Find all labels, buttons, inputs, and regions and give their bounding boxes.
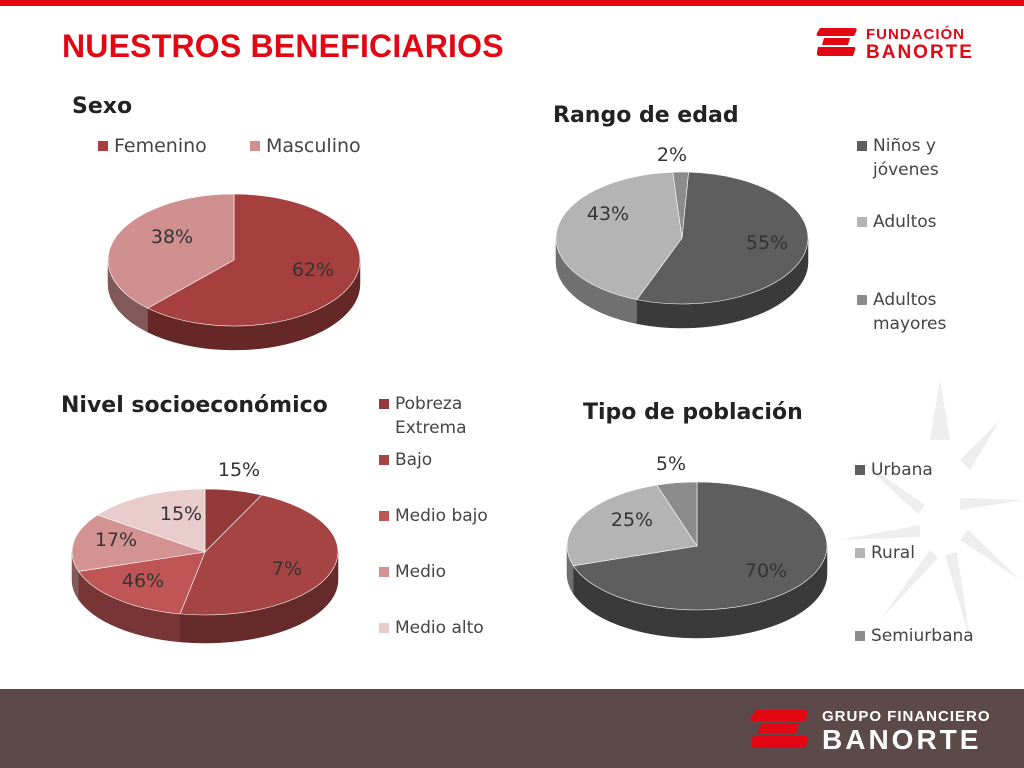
legend-label: Masculino (266, 135, 361, 157)
legend-label: Medio (395, 562, 447, 582)
banorte-symbol-icon (750, 710, 809, 748)
pie-slice-poblacion-1 (566, 484, 698, 567)
legend-label: Pobreza Extrema (395, 394, 467, 438)
pie-data-label-nivel-3: 15% (160, 503, 202, 525)
legend-label: Adultos (873, 212, 937, 232)
pie-data-label-sexo-1: 38% (151, 226, 193, 248)
legend-label: Medio bajo (395, 506, 488, 526)
pie-slice-edad-2 (672, 171, 689, 239)
pie-data-label-edad-1: 43% (587, 203, 629, 225)
pie-data-label-nivel-4: 15% (218, 459, 260, 481)
legend-swatch (379, 623, 389, 633)
pie-chart-poblacion: 70% 25% 5% (566, 453, 828, 639)
chart-title-nivel: Nivel socioeconómico (61, 393, 328, 418)
legend-swatch (855, 631, 865, 641)
pie-chart-nivel: 7% 46% 17% 15% 15% (71, 459, 339, 644)
pie-chart-sexo: 62% 38% (107, 193, 361, 351)
legend-label: Femenino (114, 135, 207, 157)
legend-swatch (855, 465, 865, 475)
legend-swatch (857, 217, 867, 227)
pie-slice-sexo-0 (147, 193, 361, 327)
pie-slice-nivel-2 (77, 551, 206, 615)
banorte-symbol-icon (816, 28, 857, 56)
pie-data-label-edad-2: 2% (657, 144, 687, 166)
pie-slice-nivel-3 (71, 514, 206, 572)
decorative-rays (840, 380, 1024, 640)
pie-data-label-poblacion-2: 5% (656, 453, 686, 475)
pie-slice-nivel-1 (179, 494, 339, 616)
pie-data-label-poblacion-0: 70% (745, 560, 787, 582)
legend-swatch (379, 511, 389, 521)
pie-slice-sexo-1 (107, 193, 235, 309)
legend-swatch (855, 548, 865, 558)
page-title: NUESTROS BENEFICIARIOS (62, 28, 504, 64)
legend-swatch (379, 567, 389, 577)
logo-bottom-line2: BANORTE (822, 724, 982, 755)
legend-label: Adultos mayores (873, 290, 947, 334)
legend-label: Niños y jóvenes (873, 136, 939, 180)
fundacion-banorte-logo: FUNDACIÓN BANORTE (814, 24, 994, 68)
chart-title-edad: Rango de edad (553, 103, 739, 128)
legend-swatch (379, 399, 389, 409)
pie-data-label-nivel-1: 46% (122, 570, 164, 592)
pie-slice-poblacion-2 (656, 481, 698, 547)
legend-label: Semiurbana (871, 626, 974, 646)
legend-label: Bajo (395, 450, 433, 470)
pie-data-label-sexo-0: 62% (292, 259, 334, 281)
chart-title-poblacion: Tipo de población (583, 400, 803, 425)
chart-title-sexo: Sexo (72, 94, 133, 119)
top-accent-bar (0, 0, 1024, 6)
pie-slice-poblacion-0 (572, 481, 828, 611)
grupo-financiero-banorte-logo: GRUPO FINANCIERO BANORTE (748, 702, 1018, 758)
legend-label: Rural (871, 543, 915, 563)
legend-label: Urbana (871, 460, 933, 480)
pie-chart-edad: 55% 43% 2% (555, 144, 809, 329)
logo-top-line2: BANORTE (866, 42, 974, 63)
pie-data-label-edad-0: 55% (746, 232, 788, 254)
pie-slice-nivel-4 (96, 488, 206, 553)
pie-data-label-nivel-2: 17% (95, 529, 137, 551)
legend-swatch (379, 455, 389, 465)
legend-swatch (98, 141, 108, 151)
legend-swatch (857, 141, 867, 151)
footer-bar (0, 689, 1024, 768)
logo-top-line1: FUNDACIÓN (866, 26, 965, 43)
pie-data-label-poblacion-1: 25% (611, 509, 653, 531)
pie-slice-edad-1 (555, 171, 683, 300)
legend-swatch (857, 295, 867, 305)
pie-slice-edad-0 (636, 171, 809, 305)
logo-bottom-line1: GRUPO FINANCIERO (822, 708, 991, 725)
legend-swatch (250, 141, 260, 151)
legend-label: Medio alto (395, 618, 484, 638)
pie-data-label-nivel-0: 7% (272, 558, 302, 580)
